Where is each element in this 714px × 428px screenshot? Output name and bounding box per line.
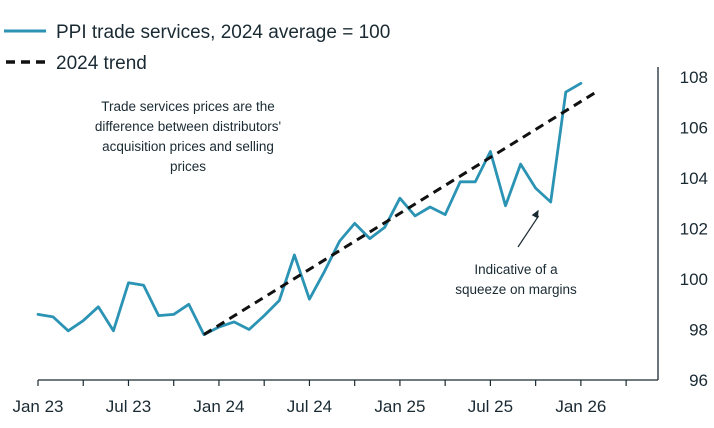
x-tick-label: Jan 25 <box>374 397 425 416</box>
y-tick-label: 108 <box>680 68 708 87</box>
trend-line-2024 <box>203 90 597 336</box>
legend: PPI trade services, 2024 average = 100 2… <box>4 22 390 74</box>
annotation-line: Indicative of a <box>474 262 558 277</box>
annotation-line: difference between distributors' <box>95 119 281 134</box>
series-line-ppi <box>36 81 583 337</box>
y-tick-label: 102 <box>680 220 708 239</box>
x-tick-label: Jan 26 <box>555 397 606 416</box>
annotation-margin-squeeze: Indicative of a squeeze on margins <box>455 209 577 297</box>
x-tick-label: Jul 25 <box>468 397 513 416</box>
annotation-line: prices <box>170 159 206 174</box>
plot-area <box>36 81 597 337</box>
annotation-line: acquisition prices and selling <box>102 139 274 154</box>
x-tick-label: Jul 24 <box>287 397 332 416</box>
y-tick-label: 104 <box>680 169 708 188</box>
legend-label-series: PPI trade services, 2024 average = 100 <box>56 22 390 43</box>
y-tick-label: 100 <box>680 270 708 289</box>
annotation-arrow <box>517 215 540 248</box>
y-tick-label: 106 <box>680 119 708 138</box>
x-tick-label: Jan 23 <box>12 397 63 416</box>
x-tick-label: Jul 23 <box>106 397 151 416</box>
x-tick-label: Jan 24 <box>193 397 244 416</box>
legend-label-trend: 2024 trend <box>56 53 147 74</box>
annotation-line: squeeze on margins <box>455 282 577 297</box>
annotation-line: Trade services prices are the <box>101 99 275 114</box>
annotation-trade-services: Trade services prices are the difference … <box>95 99 281 174</box>
y-axis: 96 98 100 102 104 106 108 <box>657 67 708 390</box>
y-tick-label: 98 <box>689 321 708 340</box>
annotation-arrowhead <box>531 209 539 219</box>
y-tick-label: 96 <box>689 371 708 390</box>
x-axis: Jan 23 Jul 23 Jan 24 Jul 24 Jan 25 Jul 25 Jan … <box>12 379 658 416</box>
